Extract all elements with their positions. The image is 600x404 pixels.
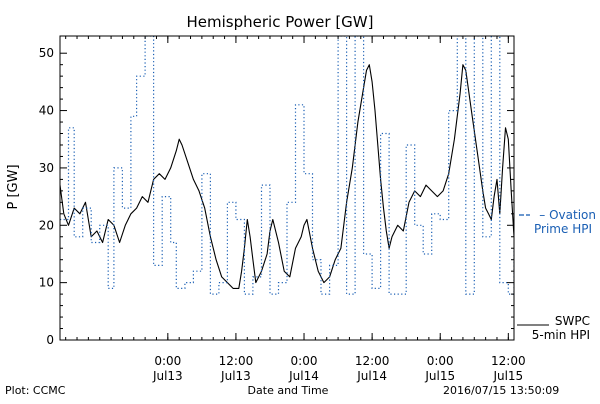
y-tick-label: 40 [39, 104, 54, 118]
legend-ovation-label: – Ovation [539, 208, 596, 222]
plot-credit: Plot: CCMC [5, 384, 66, 397]
legend-ovation-label: Prime HPI [534, 222, 592, 236]
x-tick-label-time: 0:00 [154, 354, 181, 368]
plot-frame [59, 35, 515, 341]
y-axis-label: P [GW] [6, 164, 21, 209]
x-tick-label-date: Jul13 [220, 369, 251, 383]
x-tick-label-time: 0:00 [427, 354, 454, 368]
x-tick-label-time: 12:00 [491, 354, 526, 368]
x-tick-label-date: Jul14 [288, 369, 319, 383]
y-tick-label: 0 [46, 333, 54, 347]
series-line-ovation [60, 36, 514, 295]
axes: 010203040500:00Jul1312:00Jul130:00Jul141… [39, 35, 526, 383]
x-tick-label-date: Jul15 [424, 369, 455, 383]
y-tick-label: 20 [39, 218, 54, 232]
x-tick-label-date: Jul14 [356, 369, 387, 383]
x-tick-label-time: 0:00 [291, 354, 318, 368]
x-tick-label-date: Jul13 [152, 369, 183, 383]
y-tick-label: 50 [39, 46, 54, 60]
x-tick-label-date: Jul15 [492, 369, 523, 383]
chart-title: Hemispheric Power [GW] [187, 13, 374, 31]
y-tick-label: 10 [39, 276, 54, 290]
y-tick-label: 30 [39, 161, 54, 175]
plot-area [60, 36, 514, 295]
series-line-swpc [60, 64, 514, 289]
x-axis-label: Date and Time [248, 384, 329, 397]
x-tick-label-time: 12:00 [355, 354, 390, 368]
legend-swpc-label: 5-min HPI [532, 328, 590, 342]
timestamp: 2016/07/15 13:50:09 [443, 384, 559, 397]
x-tick-label-time: 12:00 [219, 354, 254, 368]
legend-swpc-label: SWPC [555, 314, 590, 328]
